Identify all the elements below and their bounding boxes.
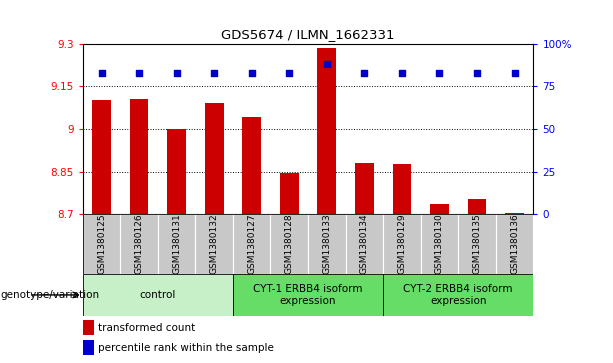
Text: GSM1380127: GSM1380127 bbox=[247, 214, 256, 274]
Text: GSM1380135: GSM1380135 bbox=[473, 214, 481, 274]
Bar bbox=[421, 214, 458, 274]
Bar bbox=[355, 163, 374, 214]
Point bbox=[397, 70, 407, 76]
Bar bbox=[383, 214, 421, 274]
Title: GDS5674 / ILMN_1662331: GDS5674 / ILMN_1662331 bbox=[221, 28, 395, 41]
Text: transformed count: transformed count bbox=[98, 323, 196, 333]
Text: CYT-1 ERBB4 isoform
expression: CYT-1 ERBB4 isoform expression bbox=[253, 284, 363, 306]
Point bbox=[284, 70, 294, 76]
Point bbox=[435, 70, 444, 76]
Bar bbox=[392, 164, 411, 214]
Bar bbox=[83, 340, 94, 355]
Bar bbox=[430, 204, 449, 214]
Bar bbox=[270, 214, 308, 274]
Bar bbox=[242, 118, 261, 214]
Bar bbox=[468, 199, 486, 214]
Bar bbox=[233, 214, 270, 274]
Text: GSM1380126: GSM1380126 bbox=[135, 214, 143, 274]
Bar bbox=[280, 173, 299, 214]
Text: GSM1380128: GSM1380128 bbox=[285, 214, 294, 274]
Bar bbox=[130, 99, 148, 214]
Bar bbox=[92, 101, 111, 214]
Point bbox=[172, 70, 181, 76]
Text: GSM1380129: GSM1380129 bbox=[397, 214, 406, 274]
Bar bbox=[196, 214, 233, 274]
Bar bbox=[308, 214, 346, 274]
Bar bbox=[318, 48, 336, 214]
Bar bbox=[505, 213, 524, 214]
Text: GSM1380125: GSM1380125 bbox=[97, 214, 106, 274]
Point bbox=[97, 70, 107, 76]
Text: CYT-2 ERBB4 isoform
expression: CYT-2 ERBB4 isoform expression bbox=[403, 284, 513, 306]
Point bbox=[509, 70, 519, 76]
Bar bbox=[120, 214, 158, 274]
Text: genotype/variation: genotype/variation bbox=[0, 290, 99, 300]
Bar bbox=[233, 274, 383, 316]
Bar bbox=[83, 320, 94, 335]
Point bbox=[209, 70, 219, 76]
Bar bbox=[205, 103, 224, 214]
Bar bbox=[83, 274, 233, 316]
Text: GSM1380130: GSM1380130 bbox=[435, 214, 444, 274]
Point bbox=[472, 70, 482, 76]
Text: GSM1380134: GSM1380134 bbox=[360, 214, 369, 274]
Point bbox=[247, 70, 257, 76]
Text: GSM1380131: GSM1380131 bbox=[172, 214, 181, 274]
Bar bbox=[458, 214, 496, 274]
Bar bbox=[167, 129, 186, 214]
Point bbox=[322, 61, 332, 67]
Bar bbox=[83, 214, 120, 274]
Point bbox=[359, 70, 369, 76]
Point bbox=[134, 70, 144, 76]
Bar bbox=[158, 214, 196, 274]
Text: GSM1380136: GSM1380136 bbox=[510, 214, 519, 274]
Bar bbox=[346, 214, 383, 274]
Bar bbox=[383, 274, 533, 316]
Text: percentile rank within the sample: percentile rank within the sample bbox=[98, 343, 274, 352]
Text: GSM1380132: GSM1380132 bbox=[210, 214, 219, 274]
Bar bbox=[496, 214, 533, 274]
Text: control: control bbox=[140, 290, 176, 300]
Text: GSM1380133: GSM1380133 bbox=[322, 214, 331, 274]
